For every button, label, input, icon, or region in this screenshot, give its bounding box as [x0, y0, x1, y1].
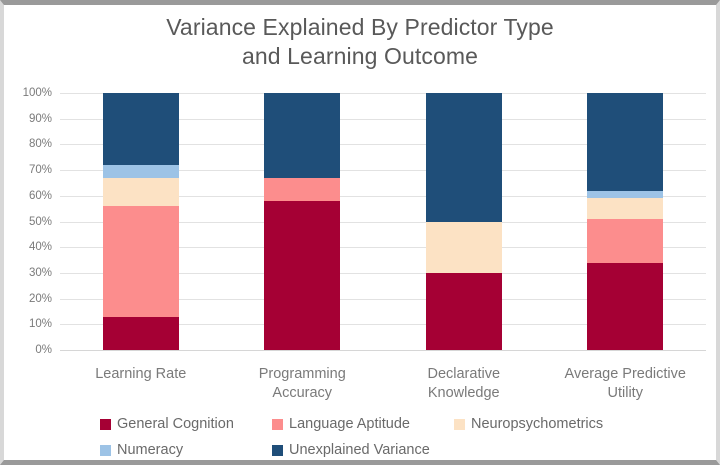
- chart-title-line-2: and Learning Outcome: [242, 43, 478, 69]
- y-axis-tick-label: 90%: [28, 112, 52, 125]
- plot-area: 0% 10% 20% 30% 40% 50% 60% 70% 80% 90% 100%: [4, 83, 716, 363]
- bar-group: [545, 83, 707, 350]
- y-axis-tick-label: 40%: [28, 241, 52, 254]
- gridline: [60, 118, 706, 120]
- y-axis: 0% 10% 20% 30% 40% 50% 60% 70% 80% 90% 100%: [4, 83, 56, 363]
- gridline: [60, 247, 706, 249]
- legend-item[interactable]: Language Aptitude: [272, 411, 454, 437]
- stacked-bar[interactable]: [587, 93, 664, 350]
- legend-color-swatch-icon: [100, 418, 111, 430]
- y-axis-tick-label: 0%: [35, 344, 52, 356]
- y-axis-tick-label: 30%: [28, 266, 52, 279]
- x-axis-category-label: Learning Rate: [60, 365, 222, 403]
- bar-segment[interactable]: [102, 316, 179, 350]
- bar-segment[interactable]: [587, 198, 664, 219]
- legend-label: Language Aptitude: [289, 416, 410, 432]
- bar-segment[interactable]: [587, 93, 664, 191]
- x-axis-label-line: Programming: [258, 366, 346, 382]
- bar-segment[interactable]: [587, 218, 664, 263]
- legend-item[interactable]: Neuropsychometrics: [454, 411, 654, 437]
- legend-color-swatch-icon: [272, 418, 283, 430]
- chart-legend: General Cognition Language Aptitude Neurop…: [100, 411, 660, 463]
- bar-group: [60, 83, 222, 350]
- gridline: [60, 298, 706, 300]
- gridline: [60, 272, 706, 274]
- x-axis-label-line: Knowledge: [427, 385, 500, 401]
- gridline: [60, 144, 706, 146]
- bars-layer: [60, 83, 706, 363]
- x-axis-label-line: Average Predictive: [564, 366, 686, 382]
- x-axis-category-label: Declarative Knowledge: [383, 365, 545, 403]
- gridline: [60, 170, 706, 172]
- bar-segment[interactable]: [587, 262, 664, 350]
- y-axis-tick-label: 80%: [28, 138, 52, 151]
- gridline: [60, 221, 706, 223]
- legend-label: Neuropsychometrics: [471, 416, 604, 432]
- y-axis-tick-label: 70%: [28, 164, 52, 177]
- y-axis-tick-label: 60%: [28, 189, 52, 202]
- gridline: [60, 195, 706, 197]
- x-axis: Learning Rate Programming Accuracy Declarat…: [60, 365, 706, 403]
- y-axis-tick-label: 50%: [28, 215, 52, 228]
- x-axis-label-line: Learning Rate: [95, 366, 187, 382]
- bar-segment[interactable]: [264, 177, 341, 201]
- legend-label: General Cognition: [117, 416, 234, 432]
- x-axis-label-line: Accuracy: [272, 385, 333, 401]
- x-axis-label-line: Declarative: [427, 366, 501, 382]
- stacked-bar[interactable]: [264, 93, 341, 350]
- bar-segment[interactable]: [102, 164, 179, 178]
- grid-and-bars: [60, 83, 706, 363]
- bar-segment[interactable]: [425, 93, 502, 222]
- bar-segment[interactable]: [425, 272, 502, 350]
- bar-segment[interactable]: [102, 177, 179, 207]
- y-axis-tick-label: 10%: [28, 318, 52, 331]
- gridline: [60, 93, 706, 94]
- legend-color-swatch-icon: [454, 418, 465, 430]
- chart-title-line-1: Variance Explained By Predictor Type: [166, 14, 554, 40]
- bar-segment[interactable]: [587, 190, 664, 199]
- x-axis-category-label: Average Predictive Utility: [545, 365, 707, 403]
- bar-segment[interactable]: [425, 221, 502, 273]
- y-axis-tick-label: 20%: [28, 292, 52, 305]
- y-axis-tick-label: 100%: [22, 87, 52, 99]
- bar-segment[interactable]: [102, 206, 179, 317]
- bar-group: [222, 83, 384, 350]
- stacked-bar[interactable]: [425, 93, 502, 350]
- legend-color-swatch-icon: [272, 444, 283, 456]
- legend-item[interactable]: Unexplained Variance: [272, 437, 454, 463]
- bar-segment[interactable]: [264, 93, 341, 178]
- legend-label: Unexplained Variance: [289, 442, 430, 458]
- bar-segment[interactable]: [264, 200, 341, 350]
- legend-color-swatch-icon: [100, 444, 111, 456]
- gridline: [60, 350, 706, 351]
- legend-item[interactable]: General Cognition: [100, 411, 272, 437]
- x-axis-category-label: Programming Accuracy: [222, 365, 384, 403]
- x-axis-label-line: Utility: [607, 385, 643, 401]
- bar-segment[interactable]: [102, 93, 179, 165]
- bar-group: [383, 83, 545, 350]
- gridline: [60, 324, 706, 326]
- legend-label: Numeracy: [117, 442, 184, 458]
- chart-title: Variance Explained By Predictor Type and…: [4, 13, 716, 71]
- stacked-bar[interactable]: [102, 93, 179, 350]
- legend-item[interactable]: Numeracy: [100, 437, 272, 463]
